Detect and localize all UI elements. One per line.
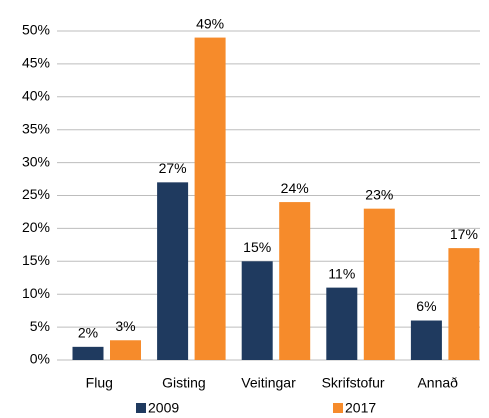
bar <box>157 182 189 360</box>
y-tick-label: 5% <box>30 318 50 334</box>
bar <box>363 208 395 360</box>
value-label: 49% <box>196 15 224 31</box>
x-tick-label: Flug <box>86 375 113 391</box>
bar <box>110 340 141 360</box>
legend-label: 2017 <box>345 400 376 416</box>
bar <box>241 261 273 360</box>
y-tick-label: 25% <box>22 186 50 202</box>
y-tick-label: 50% <box>22 22 50 38</box>
value-label: 24% <box>281 180 309 196</box>
value-label: 23% <box>365 186 393 202</box>
value-label: 6% <box>416 298 436 314</box>
value-label: 27% <box>159 160 187 176</box>
bar <box>194 37 226 361</box>
x-tick-label: Annað <box>417 375 458 391</box>
y-tick-label: 35% <box>22 120 50 136</box>
value-label: 11% <box>328 265 355 281</box>
bar <box>279 202 311 360</box>
bar <box>448 248 480 360</box>
y-tick-label: 20% <box>22 219 50 235</box>
y-tick-label: 45% <box>22 55 50 71</box>
y-tick-label: 15% <box>22 252 50 268</box>
x-tick-label: Gisting <box>162 375 206 391</box>
value-label: 15% <box>243 239 271 255</box>
x-tick-label: Skrifstofur <box>322 375 385 391</box>
bar <box>72 346 104 360</box>
legend-swatch <box>333 403 343 413</box>
bar <box>410 320 442 360</box>
value-label: 3% <box>115 318 135 334</box>
legend-label: 2009 <box>148 400 179 416</box>
y-tick-label: 30% <box>22 153 50 169</box>
x-tick-label: Veitingar <box>241 375 296 391</box>
y-tick-label: 10% <box>22 285 50 301</box>
value-label: 17% <box>450 226 478 242</box>
legend-swatch <box>136 403 146 413</box>
y-tick-label: 40% <box>22 88 50 104</box>
value-label: 2% <box>78 325 98 341</box>
y-tick-label: 0% <box>30 351 50 367</box>
bar <box>326 287 358 360</box>
